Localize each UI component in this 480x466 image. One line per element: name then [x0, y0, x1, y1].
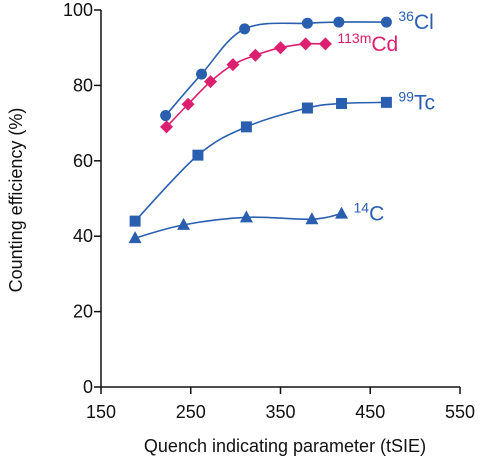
- x-tick-label: 250: [176, 402, 206, 422]
- axis-ticks: 150 250 350 450 550 0 20 40 60 80 100: [63, 0, 475, 422]
- data-markers: [128, 16, 392, 244]
- data-point: [305, 212, 319, 225]
- x-tick-label: 550: [445, 402, 475, 422]
- fit-curve: [165, 42, 326, 128]
- data-point: [335, 206, 349, 219]
- series-label-main: Tc: [414, 91, 435, 114]
- series-label-sup: 113m: [337, 30, 371, 46]
- data-point: [274, 41, 287, 55]
- x-axis-title: Quench indicating parameter (tSIE): [144, 436, 426, 456]
- series-label-main: C: [369, 203, 384, 226]
- series-label-sup: 99: [398, 88, 414, 104]
- series-label-sup: 36: [398, 8, 414, 24]
- data-point: [128, 231, 142, 244]
- data-point: [240, 121, 252, 133]
- data-point: [318, 37, 332, 51]
- series-label: 36Cl: [398, 8, 433, 34]
- data-point: [203, 75, 217, 89]
- x-tick-label: 150: [86, 402, 116, 422]
- data-point: [129, 215, 141, 227]
- series-label-sup: 14: [354, 200, 370, 216]
- y-tick-label: 60: [73, 151, 93, 171]
- data-point: [299, 37, 313, 51]
- data-point: [160, 120, 174, 134]
- data-point: [301, 102, 313, 114]
- x-tick-label: 450: [355, 402, 385, 422]
- data-point: [181, 97, 195, 111]
- data-point: [160, 110, 172, 122]
- data-point: [239, 23, 251, 35]
- data-point: [333, 16, 345, 28]
- series-label: 14C: [354, 200, 385, 226]
- data-point: [192, 149, 204, 161]
- series-label-main: Cd: [371, 33, 398, 56]
- series-label-main: Cl: [414, 11, 434, 34]
- data-point: [226, 58, 240, 72]
- data-point: [380, 16, 392, 28]
- y-axis-title: Counting efficiency (%): [6, 108, 26, 293]
- data-point: [380, 96, 392, 108]
- data-point: [239, 210, 253, 223]
- y-tick-label: 80: [73, 75, 93, 95]
- data-point: [248, 48, 262, 62]
- y-tick-label: 0: [83, 377, 93, 397]
- y-tick-label: 100: [63, 0, 93, 20]
- y-tick-label: 40: [73, 226, 93, 246]
- data-point: [301, 17, 313, 29]
- data-point: [177, 217, 191, 230]
- data-point: [336, 97, 348, 109]
- series-label: 113mCd: [337, 30, 398, 56]
- data-point: [196, 68, 208, 80]
- y-tick-label: 20: [73, 302, 93, 322]
- x-tick-label: 350: [265, 402, 295, 422]
- series-label: 99Tc: [398, 88, 435, 114]
